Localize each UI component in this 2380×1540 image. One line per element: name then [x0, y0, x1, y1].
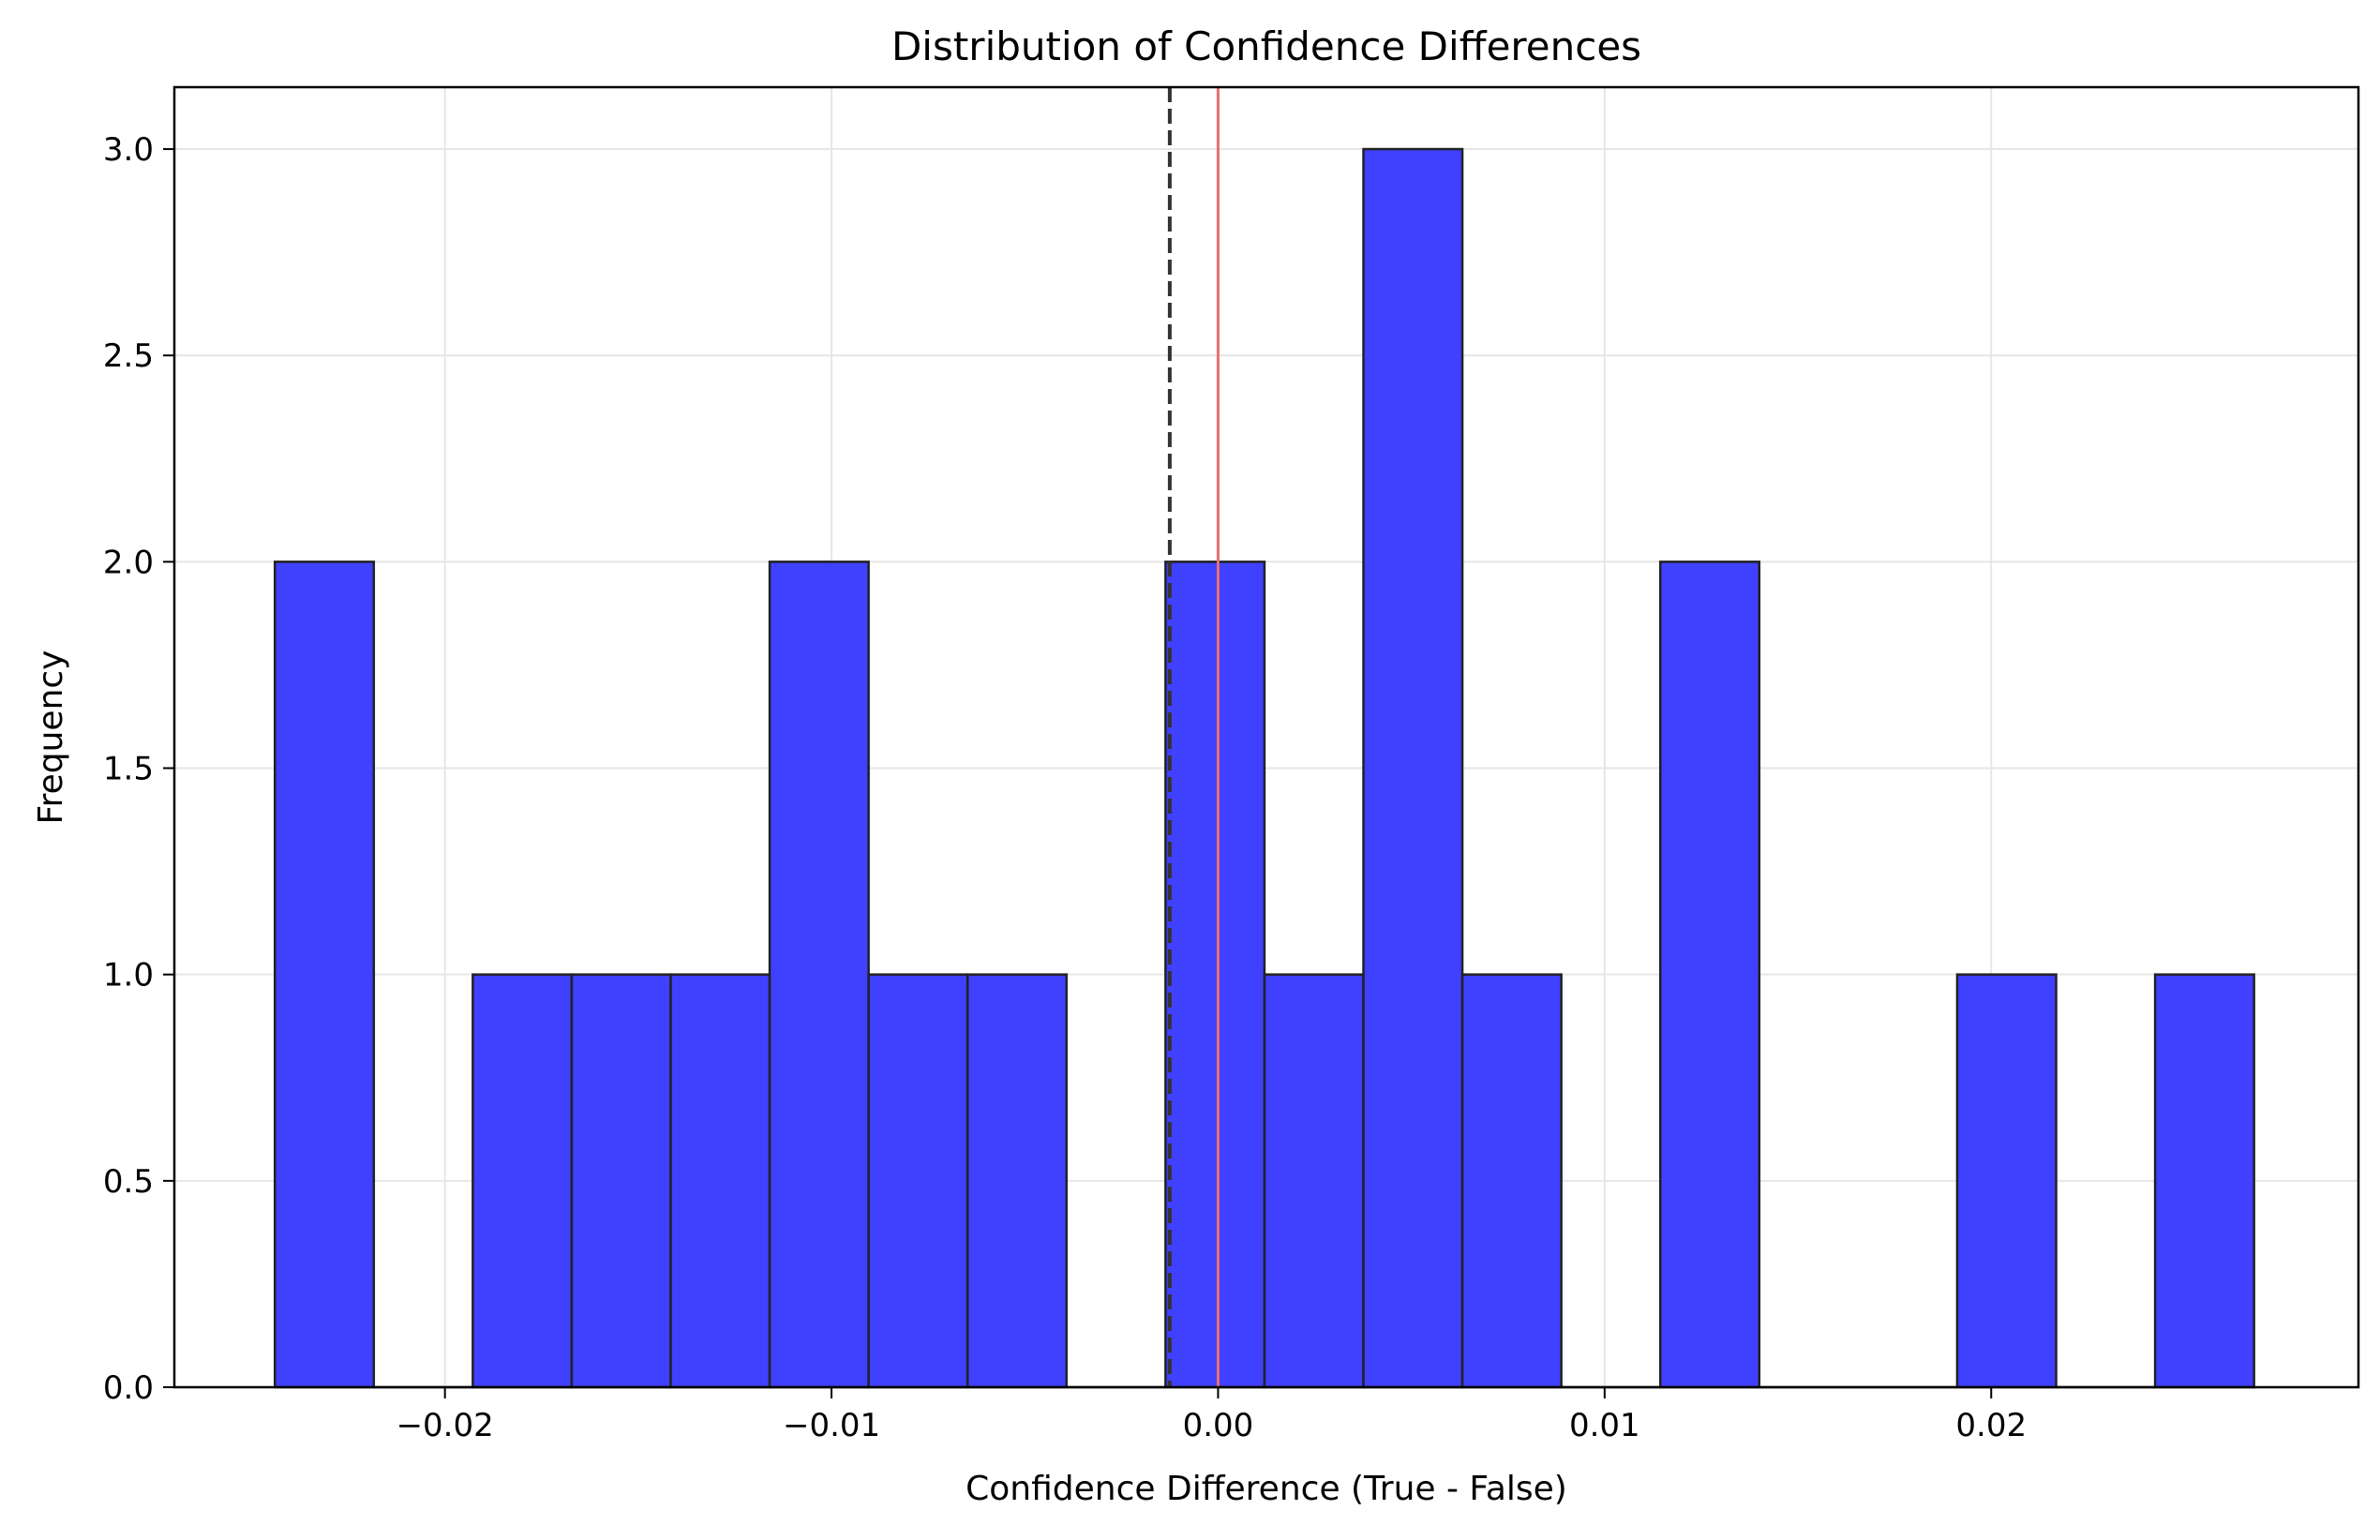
- histogram-bar: [669, 973, 771, 1389]
- histogram-bar: [1263, 973, 1365, 1389]
- histogram-bar: [1460, 973, 1563, 1389]
- histogram-bar: [570, 973, 672, 1389]
- reference-lines: [1167, 87, 1220, 1387]
- y-tick-label: 3.0: [103, 131, 154, 169]
- histogram-bars: [273, 147, 2255, 1389]
- histogram-bar: [768, 561, 870, 1389]
- x-tick-label: 0.00: [1183, 1407, 1254, 1444]
- histogram-bar: [1955, 973, 2058, 1389]
- y-tick-label: 2.5: [103, 337, 154, 375]
- histogram-bar: [1164, 561, 1266, 1389]
- y-tick-label: 1.5: [103, 751, 154, 788]
- x-tick-label: −0.01: [783, 1407, 880, 1444]
- x-tick-label: −0.02: [397, 1407, 494, 1444]
- plot-area-frame: [172, 85, 2360, 1389]
- x-axis-label: Confidence Difference (True - False): [965, 1470, 1567, 1508]
- histogram-bar: [1658, 561, 1761, 1389]
- x-axis-ticks: −0.02 −0.01 0.00 0.01 0.02: [397, 1387, 2027, 1444]
- y-axis-label: Frequency: [32, 650, 70, 825]
- histogram-bar: [965, 973, 1069, 1389]
- y-tick-label: 2.0: [103, 544, 154, 581]
- histogram-bar: [2153, 973, 2255, 1389]
- histogram-bar: [1362, 147, 1464, 1389]
- y-tick-label: 0.5: [103, 1163, 154, 1201]
- y-tick-label: 0.0: [103, 1369, 154, 1407]
- y-axis-ticks: 0.0 0.5 1.0 1.5 2.0 2.5 3.0: [103, 131, 174, 1407]
- histogram-bar: [867, 973, 969, 1389]
- histogram-bar: [472, 973, 574, 1389]
- y-tick-label: 1.0: [103, 957, 154, 994]
- chart-title: Distribution of Confidence Differences: [891, 23, 1641, 69]
- x-tick-label: 0.01: [1569, 1407, 1640, 1444]
- x-tick-label: 0.02: [1955, 1407, 2027, 1444]
- histogram-bar: [273, 561, 376, 1389]
